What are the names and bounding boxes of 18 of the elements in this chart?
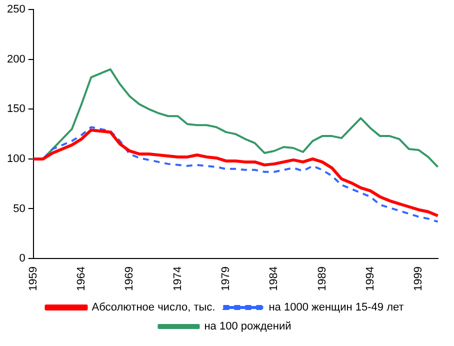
x-tick-label: 1999 [412,266,425,292]
y-tick-label: 0 [19,252,26,265]
x-tick-label: 1989 [316,266,328,292]
x-tick-label: 1984 [268,266,280,292]
legend-label: Абсолютное число, тыс. [92,302,216,314]
y-tick-label: 50 [13,202,26,215]
y-tick-label: 200 [6,53,26,66]
x-tick-label: 1964 [76,266,88,292]
x-tick-label: 1994 [364,266,376,292]
legend-label: на 100 рождений [204,320,292,333]
y-tick-label: 100 [6,152,26,165]
x-tick-label: 1979 [220,266,232,292]
x-tick-label: 1969 [124,266,136,292]
y-tick-label: 150 [6,103,26,116]
x-tick-label: 1959 [27,266,40,292]
x-tick-label: 1974 [172,266,184,292]
y-tick-label: 250 [6,4,26,16]
legend-label: на 1000 женщин 15-49 лет [268,302,404,314]
